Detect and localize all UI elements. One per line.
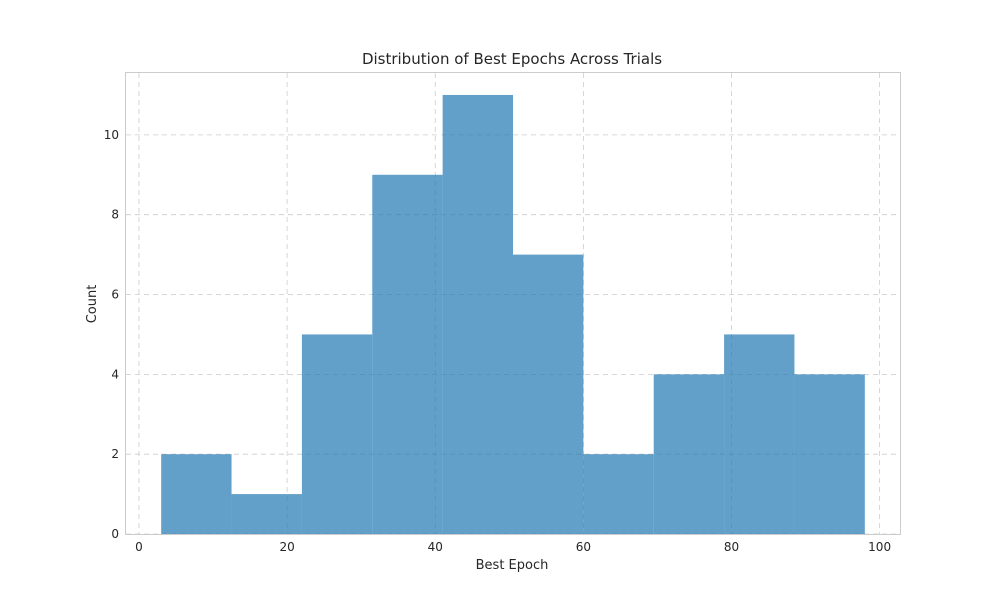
histogram-bar-0 [161, 454, 232, 534]
y-axis-ticks: 0 2 4 6 8 10 [104, 128, 119, 541]
x-axis-label: Best Epoch [476, 558, 549, 573]
plot-frame [125, 72, 901, 535]
x-tick-label: 0 [135, 540, 143, 554]
histogram-bar-2 [301, 334, 373, 534]
histogram-bar-8 [724, 334, 795, 534]
histogram-bar-3 [372, 174, 443, 534]
y-tick-label: 2 [111, 447, 119, 461]
y-axis-label: Count [85, 285, 100, 324]
histogram-bar-6 [583, 454, 654, 534]
histogram-bar-9 [794, 374, 865, 534]
x-tick-label: 20 [279, 540, 294, 554]
bars [161, 94, 865, 534]
y-tick-label: 10 [104, 128, 119, 142]
chart-title: Distribution of Best Epochs Across Trial… [362, 50, 662, 68]
y-tick-label: 4 [111, 367, 119, 381]
histogram-bar-5 [513, 254, 584, 534]
y-tick-label: 6 [111, 288, 119, 302]
x-tick-label: 60 [576, 540, 591, 554]
histogram-bar-1 [231, 494, 302, 534]
x-axis-ticks: 0 20 40 60 80 100 [135, 540, 891, 554]
histogram-bar-4 [442, 94, 513, 534]
x-tick-label: 80 [724, 540, 739, 554]
x-tick-label: 100 [868, 540, 891, 554]
y-tick-label: 8 [111, 208, 119, 222]
y-tick-label: 0 [111, 527, 119, 541]
histogram-bar-7 [653, 374, 725, 534]
x-tick-label: 40 [428, 540, 443, 554]
